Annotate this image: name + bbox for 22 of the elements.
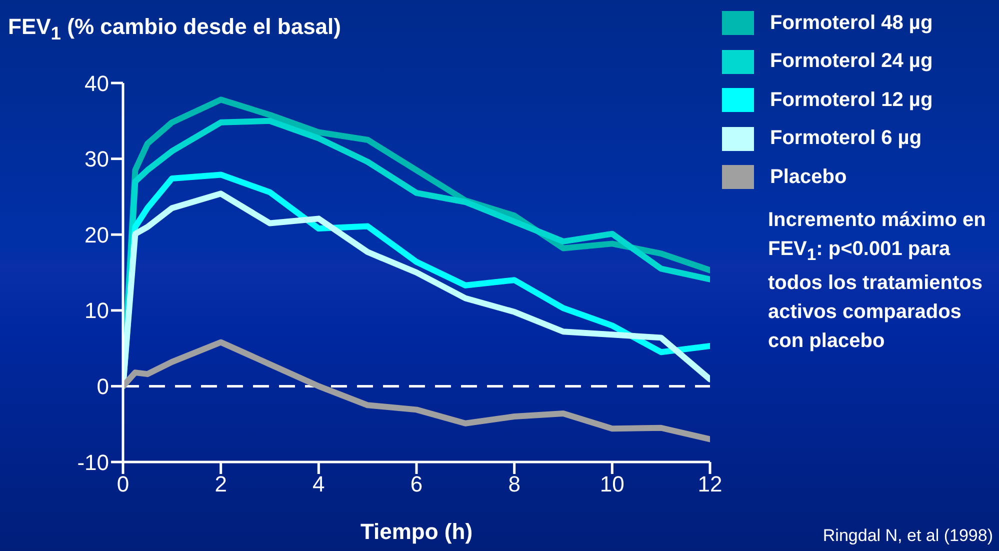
y-tick-label: 30 (84, 146, 109, 172)
y-axis-title: FEV$_{1}$ (% cambio desde el basal) (8, 14, 341, 44)
legend-label: Formoterol 24 µg (770, 50, 933, 74)
x-tick-label: 12 (698, 472, 722, 497)
legend-label: Formoterol 6 µg (770, 127, 922, 150)
text: Incremento máximo en FEV$_{1}$: p<0.001 para todos los tratamientos activos comparados con placebo (768, 208, 987, 354)
y-tick-label: 0 (96, 374, 109, 400)
x-tick-label: 0 (116, 472, 130, 497)
legend-label: Placebo (770, 166, 847, 189)
x-tick-label: 2 (214, 472, 227, 497)
text: Ringdal N, et al (1998) (822, 526, 993, 546)
y-tick-label: 20 (84, 222, 109, 248)
x-axis-title: Tiempo (h) (359, 519, 474, 545)
y-tick-label: 40 (84, 70, 109, 96)
x-tick-label: 10 (600, 472, 624, 497)
x-tick-label: 6 (410, 472, 423, 497)
x-tick-label: 4 (312, 472, 325, 497)
y-tick-label: -10 (77, 450, 109, 475)
y-tick-label: 10 (84, 298, 109, 324)
legend-label: Formoterol 12 µg (770, 88, 933, 112)
x-tick-label: 8 (508, 472, 520, 497)
legend-label: Formoterol 48 µg (770, 12, 933, 35)
